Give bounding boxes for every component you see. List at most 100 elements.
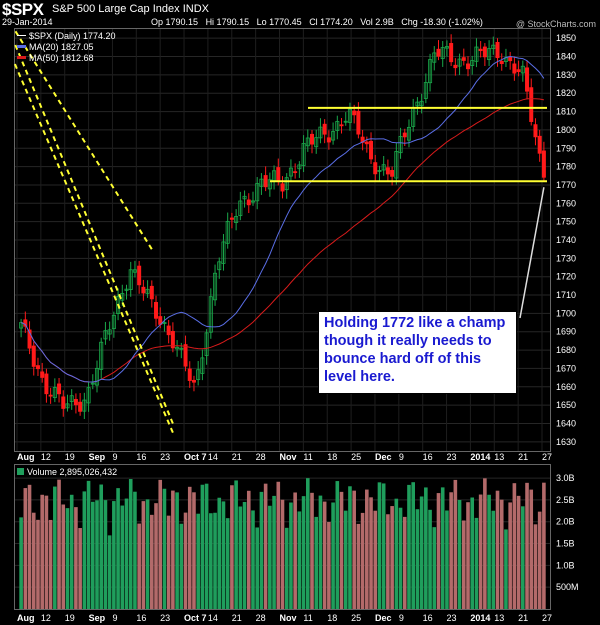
candle-body	[419, 100, 424, 107]
candle-body	[242, 195, 247, 200]
volume-bar	[137, 523, 141, 609]
volume-tick-label: 1.5B	[556, 539, 575, 549]
candle-body	[508, 56, 513, 62]
volume-tick-label: 500M	[556, 582, 579, 592]
volume-bar	[255, 527, 260, 609]
candle-body	[449, 43, 454, 63]
candle-body	[398, 136, 403, 154]
volume-bar	[390, 506, 394, 609]
volume-bar	[537, 511, 542, 609]
candle-body	[369, 140, 374, 160]
volume-bar	[209, 513, 213, 609]
price-x-label: 12	[41, 452, 51, 462]
candle-body	[170, 331, 175, 349]
price-x-label: 18	[327, 452, 337, 462]
candle-body	[533, 124, 538, 138]
candle-body	[301, 143, 306, 166]
candle-body	[461, 57, 466, 61]
ma50-legend-swatch	[17, 56, 26, 59]
volume-bar	[179, 523, 184, 609]
volume-x-label: Dec	[375, 613, 392, 623]
candle-body	[90, 382, 95, 385]
volume-bar	[402, 516, 407, 609]
candle-body	[478, 48, 483, 52]
candle-body	[525, 67, 530, 92]
candle-body	[444, 46, 449, 49]
candle-body	[491, 44, 496, 50]
volume-bar	[440, 487, 445, 609]
volume-bar	[154, 503, 158, 609]
volume-legend-swatch	[17, 468, 24, 475]
candle-body	[78, 401, 83, 412]
candle-body	[221, 241, 226, 264]
volume-bar	[187, 486, 192, 609]
volume-bar	[504, 529, 508, 609]
volume-bar	[301, 496, 306, 609]
volume-legend: Volume 2,895,026,432	[17, 466, 117, 477]
volume-x-label: 19	[65, 613, 75, 623]
volume-bar	[415, 509, 420, 609]
volume-bar	[318, 495, 323, 609]
volume-bar	[268, 505, 272, 609]
ma50-line	[20, 98, 545, 383]
price-tick-label: 1720	[556, 272, 576, 282]
price-legend-label: $SPX (Daily) 1774.20	[29, 30, 116, 41]
candle-body	[402, 132, 407, 138]
candle-body	[381, 164, 386, 171]
volume-bar	[183, 512, 188, 609]
price-panel	[14, 28, 551, 452]
volume-bar	[487, 494, 491, 609]
volume-tick-label: 2.0B	[556, 517, 575, 527]
candle-body	[512, 63, 517, 74]
volume-bar	[74, 507, 78, 609]
candle-body	[406, 126, 411, 141]
candle-body	[145, 288, 150, 294]
candle-body	[35, 365, 40, 370]
candle-body	[326, 137, 331, 143]
price-tick-label: 1700	[556, 308, 576, 318]
volume-x-label: Oct 7	[184, 613, 207, 623]
price-x-label: 23	[447, 452, 457, 462]
price-tick-label: 1680	[556, 345, 576, 355]
ma20-legend-label: MA(20) 1827.05	[29, 41, 94, 52]
volume-bar	[512, 483, 517, 609]
candle-body	[94, 367, 99, 386]
candle-body	[516, 69, 521, 72]
volume-x-label: 16	[136, 613, 146, 623]
volume-bar	[289, 502, 293, 609]
candle-body	[457, 58, 462, 67]
candle-body	[305, 137, 310, 147]
trend-overlays	[13, 28, 547, 434]
exchange-code: INDX	[182, 3, 209, 15]
volume-x-label: 21	[518, 613, 528, 623]
volume-bar	[516, 495, 521, 609]
volume-bar	[365, 489, 369, 609]
volume-x-label: 2014	[470, 613, 490, 623]
volume-bar	[259, 491, 264, 609]
volume-bar	[508, 502, 512, 609]
candle-body	[284, 177, 289, 191]
volume-bar	[246, 490, 251, 609]
volume-bar	[82, 491, 87, 609]
candle-body	[31, 345, 36, 367]
candle-body	[82, 399, 87, 412]
price-x-label: Sep	[89, 452, 106, 462]
candle-body	[318, 126, 323, 139]
volume-bar	[48, 519, 53, 609]
symbol: $SPX	[2, 0, 44, 19]
volume-bar	[407, 484, 411, 609]
volume-bar	[19, 517, 23, 609]
volume-x-label: 23	[160, 613, 170, 623]
candle-body	[440, 47, 445, 59]
candle-body	[537, 135, 542, 154]
price-tick-label: 1800	[556, 125, 576, 135]
volume-bar	[478, 494, 483, 609]
candle-body	[499, 60, 504, 65]
ma20-legend-swatch	[17, 45, 26, 48]
volume-x-label: 11	[303, 613, 312, 623]
volume-x-label: Aug	[17, 613, 35, 623]
volume-bar	[343, 510, 348, 609]
price-tick-label: 1850	[556, 33, 576, 43]
candle-body	[280, 183, 285, 192]
candle-body	[149, 285, 154, 300]
